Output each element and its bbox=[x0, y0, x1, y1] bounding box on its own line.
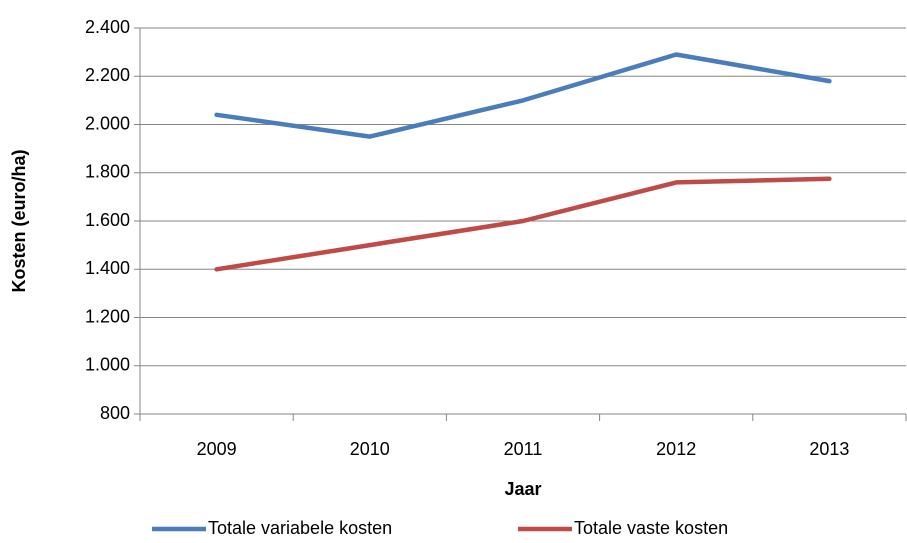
x-tick-label: 2009 bbox=[197, 439, 237, 459]
y-tick-label: 1.800 bbox=[85, 162, 130, 182]
legend-label: Totale vaste kosten bbox=[574, 518, 728, 538]
y-tick-label: 2.200 bbox=[85, 65, 130, 85]
y-axis-label: Kosten (euro/ha) bbox=[9, 149, 29, 292]
y-tick-label: 800 bbox=[100, 403, 130, 423]
y-tick-label: 1.000 bbox=[85, 355, 130, 375]
x-tick-label: 2012 bbox=[656, 439, 696, 459]
y-tick-label: 1.600 bbox=[85, 210, 130, 230]
y-tick-label: 2.000 bbox=[85, 113, 130, 133]
y-tick-label: 2.400 bbox=[85, 17, 130, 37]
series-line bbox=[214, 176, 832, 272]
x-tick-label: 2010 bbox=[350, 439, 390, 459]
legend-label: Totale variabele kosten bbox=[208, 518, 392, 538]
x-tick-label: 2013 bbox=[809, 439, 849, 459]
y-tick-label: 1.400 bbox=[85, 258, 130, 278]
series-line bbox=[214, 52, 832, 139]
x-axis-label: Jaar bbox=[504, 479, 541, 499]
x-tick-label: 2011 bbox=[504, 439, 543, 459]
y-tick-label: 1.200 bbox=[85, 306, 130, 326]
